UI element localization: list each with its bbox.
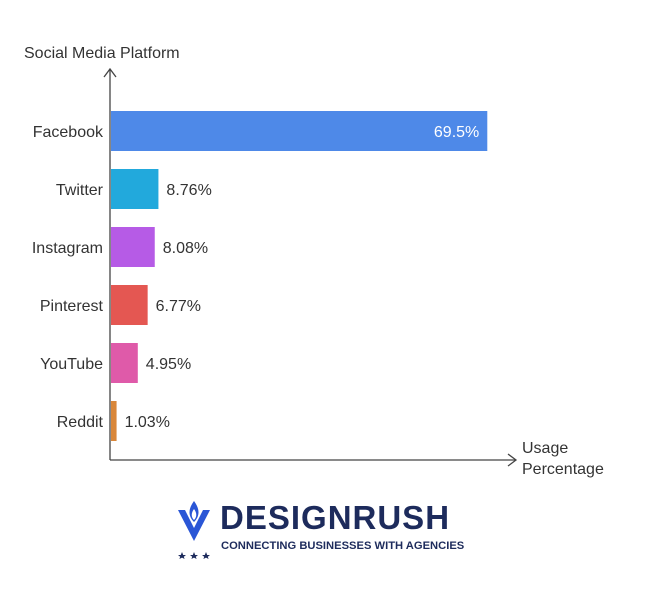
value-label-twitter: 8.76% (166, 182, 211, 199)
axes (103, 67, 518, 467)
bars-group: Facebook 69.5% Twitter 8.76% Instagram 8.08% P… (32, 111, 488, 441)
x-axis-arrow-icon (507, 453, 518, 467)
bar-chart: Social Media Platform Usage Percentage F… (24, 45, 604, 478)
y-axis-title: Social Media Platform (24, 45, 180, 62)
value-label-youtube: 4.95% (146, 356, 191, 373)
x-axis-title: Usage Percentage (522, 440, 604, 478)
category-label-pinterest: Pinterest (40, 298, 104, 315)
bar-reddit (111, 401, 117, 441)
bar-instagram (111, 227, 155, 267)
value-label-instagram: 8.08% (163, 240, 208, 257)
value-label-pinterest: 6.77% (156, 298, 201, 315)
brand-tagline: CONNECTING BUSINESSES WITH AGENCIES (221, 540, 465, 552)
bar-pinterest (111, 285, 148, 325)
category-label-youtube: YouTube (40, 356, 103, 373)
category-label-facebook: Facebook (33, 124, 104, 141)
x-axis-title-line-1: Usage (522, 440, 568, 457)
designrush-flame-logo-icon (178, 501, 210, 559)
category-label-instagram: Instagram (32, 240, 103, 257)
category-label-reddit: Reddit (57, 414, 104, 431)
x-axis-title-line-2: Percentage (522, 461, 604, 478)
bar-twitter (111, 169, 159, 209)
designrush-logo: DESIGNRUSH CONNECTING BUSINESSES WITH AG… (172, 497, 472, 559)
brand-name: DESIGNRUSH (220, 499, 451, 536)
bar-youtube (111, 343, 138, 383)
value-label-reddit: 1.03% (125, 414, 170, 431)
value-label-facebook: 69.5% (434, 124, 479, 141)
category-label-twitter: Twitter (56, 182, 104, 199)
y-axis-arrow-icon (103, 67, 117, 78)
bar-facebook (111, 111, 488, 151)
